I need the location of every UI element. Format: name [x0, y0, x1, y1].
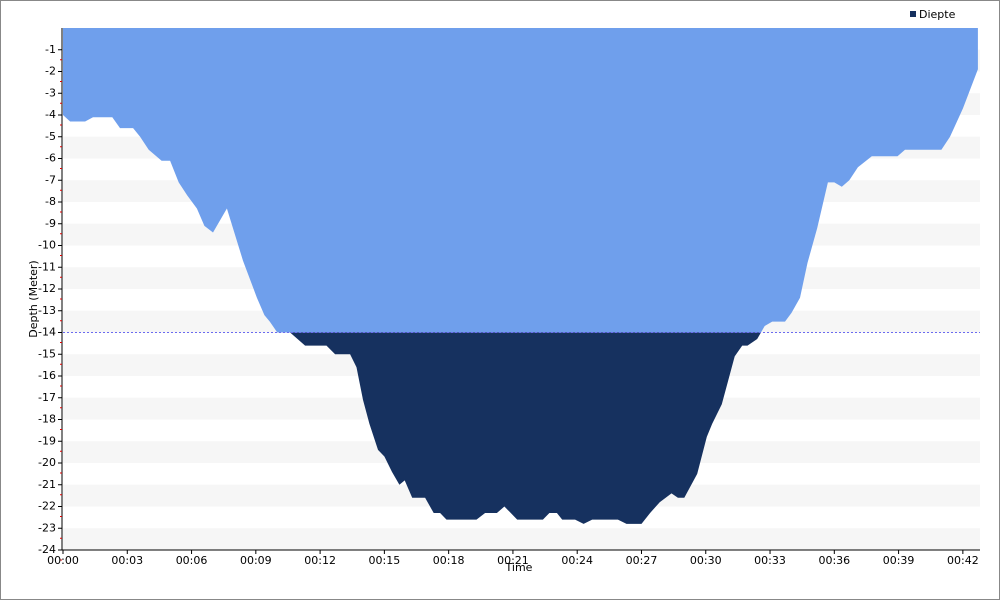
y-tick-label: -12: [38, 282, 56, 295]
x-tick-label: 00:09: [240, 554, 272, 567]
y-tick-label: -2: [45, 65, 56, 78]
x-tick-label: 00:24: [561, 554, 593, 567]
y-tick-label: -18: [38, 413, 56, 426]
y-tick-label: -15: [38, 347, 56, 360]
y-tick-label: -5: [45, 130, 56, 143]
x-tick-label: 00:06: [176, 554, 208, 567]
area-lower: [277, 332, 761, 524]
y-tick-label: -22: [38, 500, 56, 513]
y-axis-title: Depth (Meter): [27, 260, 40, 337]
x-tick-label: 00:03: [111, 554, 143, 567]
x-tick-label: 00:33: [754, 554, 786, 567]
y-tick-label: -1: [45, 43, 56, 56]
y-tick-label: -4: [45, 108, 56, 121]
x-tick-label: 00:30: [690, 554, 722, 567]
grid-band: [63, 528, 980, 550]
x-tick-label: 00:42: [947, 554, 979, 567]
y-tick-label: -8: [45, 195, 56, 208]
y-tick-label: -23: [38, 521, 56, 534]
x-tick-label: 00:15: [369, 554, 401, 567]
legend-label: Diepte: [919, 8, 956, 21]
y-tick-label: -6: [45, 152, 56, 165]
y-tick-label: -20: [38, 456, 56, 469]
y-tick-label: -21: [38, 478, 56, 491]
y-tick-label: -16: [38, 369, 56, 382]
y-tick-label: -11: [38, 260, 56, 273]
y-tick-label: -7: [45, 173, 56, 186]
x-tick-label: 00:39: [883, 554, 915, 567]
x-tick-label: 00:18: [433, 554, 465, 567]
x-axis-title: Time: [505, 561, 533, 574]
x-tick-label: 00:21: [497, 554, 529, 567]
y-tick-label: -14: [38, 326, 56, 339]
y-tick-label: -3: [45, 86, 56, 99]
legend-swatch: [910, 11, 916, 17]
y-tick-label: -9: [45, 217, 56, 230]
x-tick-label: 00:12: [304, 554, 336, 567]
y-tick-label: -19: [38, 434, 56, 447]
area-upper: [63, 28, 978, 333]
y-tick-label: -10: [38, 239, 56, 252]
x-tick-label: 00:00: [47, 554, 79, 567]
y-tick-label: -17: [38, 391, 56, 404]
y-tick-label: -24: [38, 543, 56, 556]
x-tick-label: 00:36: [818, 554, 850, 567]
x-tick-label: 00:27: [626, 554, 658, 567]
y-tick-label: -13: [38, 304, 56, 317]
